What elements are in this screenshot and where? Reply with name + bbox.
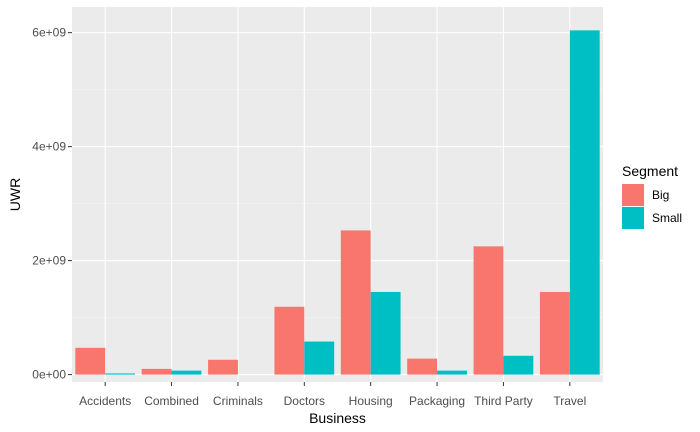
y-tick-label: 0e+00: [32, 368, 66, 382]
y-axis-title: UWR: [7, 178, 23, 211]
bar-small-combined: [171, 370, 202, 375]
bar-small-accidents: [105, 373, 136, 375]
bar-small-packaging: [437, 370, 467, 375]
x-axis-title: Business: [309, 410, 366, 426]
plot-background: [72, 7, 603, 382]
x-tick-label: Packaging: [409, 394, 465, 408]
bar-small-third-party: [503, 355, 534, 375]
bar-big-accidents: [75, 347, 106, 375]
legend-key-big: [622, 184, 644, 206]
legend-label-big: Big: [652, 188, 669, 202]
x-tick-label: Doctors: [284, 394, 325, 408]
bars: [75, 30, 600, 375]
legend-label-small: Small: [652, 211, 682, 225]
y-tick-label: 4e+09: [32, 140, 66, 154]
legend: Segment Big Small: [622, 163, 682, 229]
bar-big-criminals: [208, 359, 238, 375]
bar-big-housing: [340, 230, 371, 375]
bar-big-third-party: [473, 246, 504, 375]
bar-small-housing: [370, 291, 401, 375]
x-axis-ticks: Accidents Combined Criminals Doctors Housing…: [79, 382, 586, 408]
legend-key-small: [622, 207, 644, 229]
x-tick-label: Criminals: [213, 394, 263, 408]
y-tick-label: 2e+09: [32, 254, 66, 268]
x-tick-label: Travel: [553, 394, 586, 408]
bar-small-doctors: [304, 341, 335, 375]
bar-big-combined: [141, 368, 172, 375]
legend-title: Segment: [622, 163, 678, 179]
y-axis-ticks: 0e+00 2e+09 4e+09 6e+09: [32, 26, 72, 382]
x-tick-label: Housing: [349, 394, 393, 408]
x-tick-label: Combined: [144, 394, 199, 408]
x-tick-label: Accidents: [79, 394, 131, 408]
bar-small-travel: [569, 30, 600, 375]
x-tick-label: Third Party: [474, 394, 533, 408]
bar-big-doctors: [274, 306, 305, 375]
bar-big-packaging: [407, 358, 438, 375]
bar-big-travel: [539, 291, 570, 375]
y-tick-label: 6e+09: [32, 26, 66, 40]
